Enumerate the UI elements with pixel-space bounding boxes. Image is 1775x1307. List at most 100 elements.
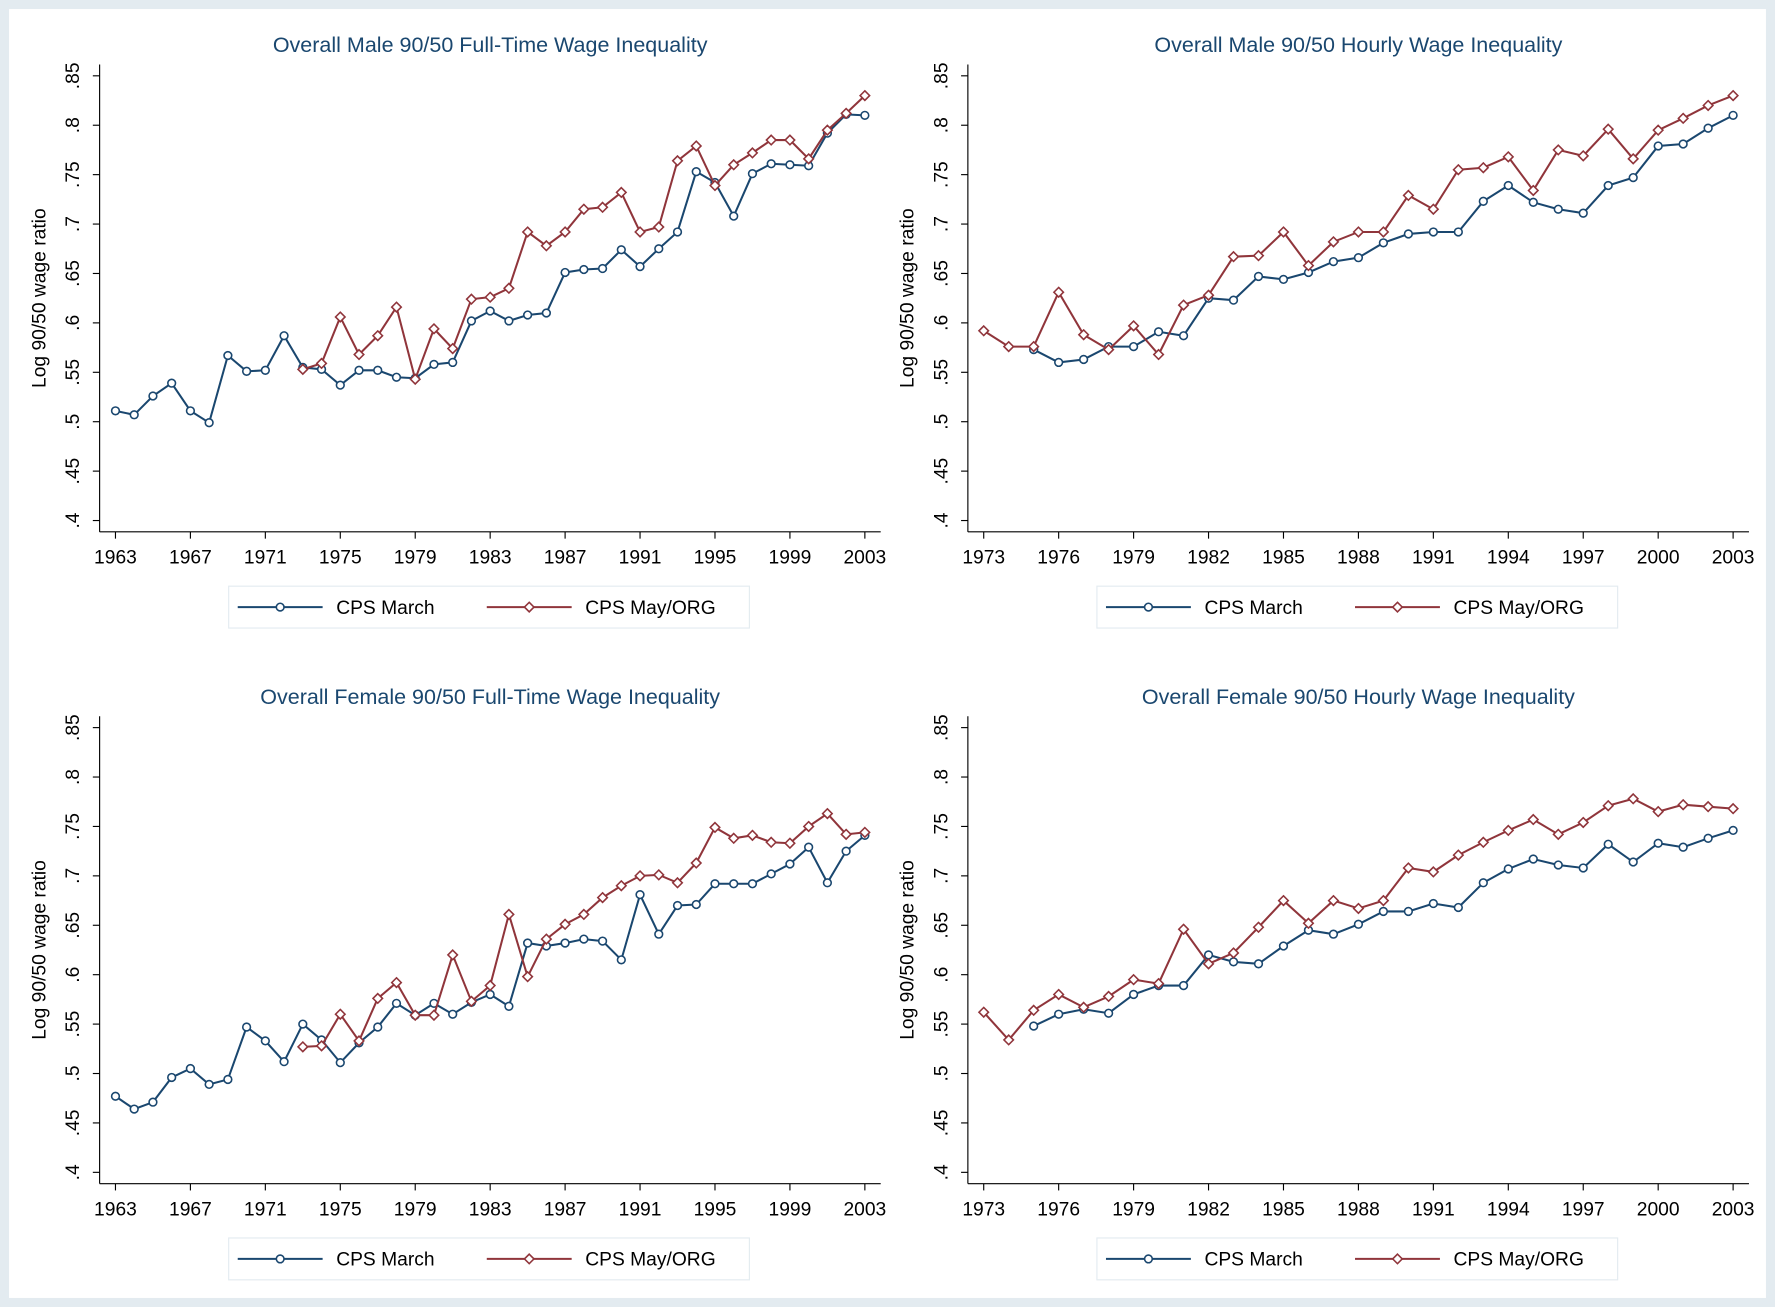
point-marker [1578, 208, 1588, 218]
legend-marker [1143, 1254, 1154, 1264]
point-marker [821, 124, 834, 137]
point-marker [465, 995, 478, 1008]
point-marker [802, 152, 815, 165]
point-marker [541, 308, 552, 318]
y-tick-label: .65 [63, 260, 84, 287]
point-marker [1478, 196, 1488, 206]
point-marker [504, 316, 514, 326]
point-marker [1678, 842, 1688, 852]
point-marker [428, 1009, 440, 1022]
point-marker [485, 989, 495, 1000]
point-marker [821, 807, 834, 820]
x-tick-label: 1991 [619, 548, 662, 569]
point-marker [1029, 1021, 1039, 1031]
point-marker [784, 837, 796, 850]
point-marker [167, 378, 177, 388]
x-tick-label: 1979 [1112, 548, 1155, 569]
point-marker [1527, 184, 1540, 197]
point-marker [485, 306, 495, 316]
y-tick-label: .55 [931, 359, 952, 386]
point-marker [1202, 289, 1215, 302]
legend-marker [1143, 602, 1154, 612]
point-marker [1077, 1001, 1090, 1014]
point-marker [1102, 343, 1115, 356]
y-tick-label: .45 [63, 1110, 84, 1137]
point-marker [241, 1022, 252, 1032]
legend-label: CPS March [1204, 1250, 1302, 1271]
point-marker [729, 211, 739, 221]
y-tick-label: .45 [931, 1110, 952, 1137]
point-marker [1002, 1034, 1015, 1046]
point-marker [335, 1058, 345, 1068]
legend-marker [1391, 601, 1404, 613]
point-marker [204, 1079, 214, 1090]
legend-label: CPS March [336, 1250, 434, 1271]
x-tick-label: 1999 [769, 548, 812, 569]
y-tick-label: .55 [931, 1011, 952, 1038]
point-marker [727, 158, 740, 171]
y-tick-label: .85 [931, 714, 952, 741]
point-marker [1603, 180, 1613, 191]
x-tick-label: 1967 [169, 1199, 212, 1220]
point-marker [1302, 259, 1315, 272]
legend-label: CPS May/ORG [585, 1250, 715, 1271]
point-marker [1078, 354, 1089, 365]
x-tick-label: 2003 [1712, 1199, 1755, 1220]
point-marker [484, 291, 497, 304]
point-marker [1653, 838, 1663, 848]
point-marker [616, 245, 626, 255]
y-tick-label: .4 [63, 1164, 84, 1180]
point-marker [654, 929, 664, 939]
point-marker [1277, 226, 1290, 238]
point-marker [747, 169, 758, 179]
point-marker [615, 186, 628, 199]
point-marker [223, 1074, 233, 1085]
y-tick-label: .6 [931, 967, 952, 983]
x-tick-label: 1971 [244, 548, 287, 569]
point-marker [448, 357, 458, 368]
y-tick-label: .65 [63, 912, 84, 939]
y-tick-label: .65 [931, 260, 952, 287]
point-marker [1403, 906, 1414, 917]
y-tick-label: .65 [931, 912, 952, 939]
point-marker [1178, 980, 1189, 991]
point-marker [1602, 123, 1615, 136]
point-marker [296, 363, 309, 376]
point-marker [503, 282, 515, 295]
point-marker [1477, 161, 1490, 174]
point-marker [596, 201, 609, 214]
point-marker [1253, 959, 1264, 969]
x-tick-label: 1994 [1487, 1199, 1530, 1220]
y-tick-label: .8 [63, 769, 84, 785]
point-marker [727, 832, 740, 845]
point-marker [1653, 141, 1663, 151]
chart-title: Overall Male 90/50 Hourly Wage Inequalit… [1154, 33, 1562, 57]
x-tick-label: 1976 [1037, 548, 1080, 569]
point-marker [1728, 825, 1738, 836]
point-marker [465, 293, 478, 306]
point-marker [522, 310, 533, 320]
point-marker [1427, 203, 1440, 216]
point-marker [635, 889, 645, 900]
point-marker [1652, 124, 1665, 137]
chart-title: Overall Male 90/50 Full-Time Wage Inequa… [273, 33, 708, 57]
y-tick-label: .85 [63, 62, 84, 89]
chart-panel: Overall Male 90/50 Full-Time Wage Inequa… [29, 33, 886, 629]
y-tick-label: .8 [931, 117, 952, 133]
point-marker [559, 226, 571, 238]
point-marker [1127, 973, 1140, 986]
point-marker [765, 134, 778, 146]
point-marker [1403, 229, 1414, 239]
point-marker [1502, 150, 1515, 163]
point-marker [429, 359, 439, 370]
point-marker [1552, 144, 1565, 156]
chart-panel: Overall Male 90/50 Hourly Wage Inequalit… [898, 33, 1755, 629]
point-marker [521, 226, 534, 238]
point-marker [1228, 295, 1239, 305]
point-marker [671, 876, 684, 889]
y-tick-label: .55 [63, 1011, 84, 1038]
point-marker [1528, 854, 1538, 864]
point-marker [390, 301, 403, 313]
